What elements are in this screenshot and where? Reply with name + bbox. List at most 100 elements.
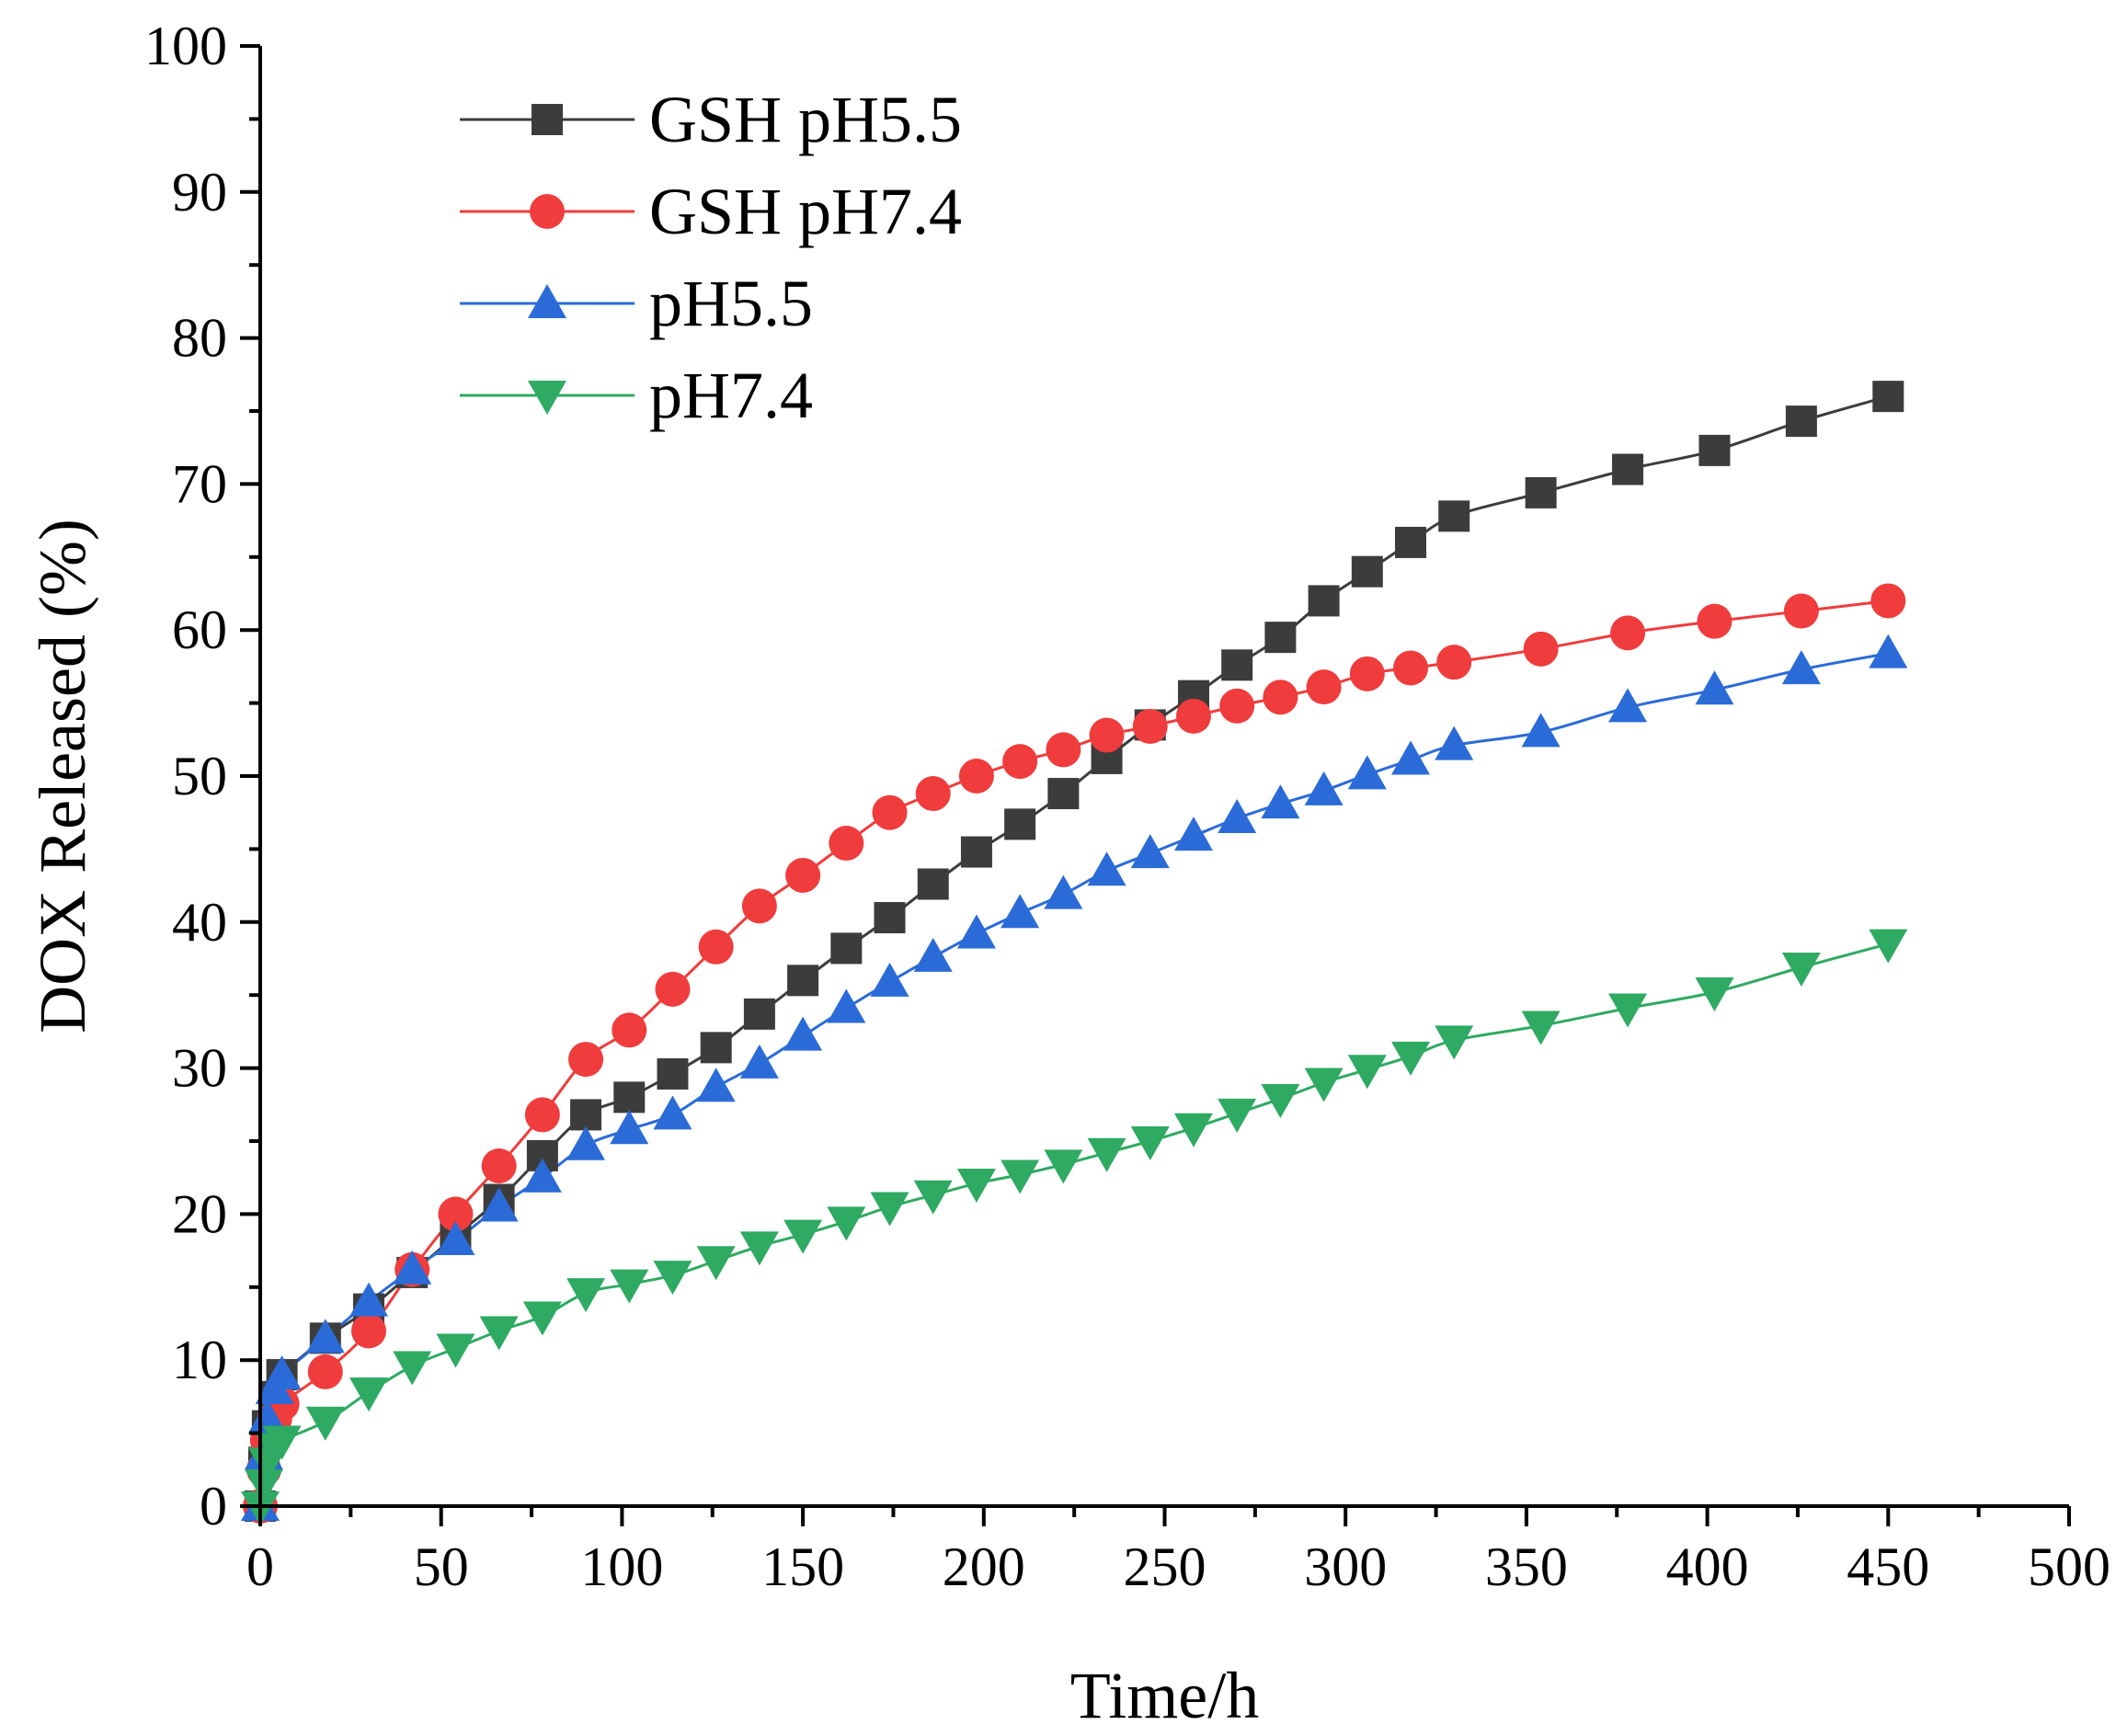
data-point-s3-23	[1087, 851, 1126, 886]
data-point-s2-35	[1783, 593, 1819, 629]
data-point-s4-7	[393, 1351, 432, 1386]
data-point-s1-15	[743, 998, 775, 1030]
data-point-s2-28	[1306, 669, 1342, 705]
data-point-s3-28	[1304, 771, 1344, 805]
data-point-s3-21	[1001, 894, 1040, 929]
data-point-s4-13	[653, 1261, 692, 1296]
y-tick-label: 10	[172, 1330, 227, 1390]
data-point-s3-16	[783, 1016, 823, 1051]
data-point-s4-4	[262, 1425, 302, 1460]
y-tick-label: 100	[144, 16, 227, 76]
x-tick-label: 250	[1124, 1536, 1206, 1597]
data-point-s1-26	[1221, 649, 1253, 681]
data-point-s4-8	[436, 1333, 475, 1368]
legend-item: GSH pH7.4	[460, 175, 962, 248]
data-point-s4-16	[783, 1219, 823, 1254]
data-point-s1-18	[874, 902, 906, 934]
data-point-s3-22	[1044, 874, 1083, 909]
data-point-s2-21	[1002, 744, 1038, 780]
data-point-s2-23	[1089, 717, 1125, 753]
data-point-s1-13	[657, 1057, 689, 1090]
data-point-s3-2	[247, 1399, 287, 1433]
data-point-s3-8	[436, 1220, 475, 1255]
data-point-s2-26	[1219, 688, 1255, 724]
data-point-s4-10	[522, 1301, 562, 1336]
data-point-s2-12	[612, 1012, 647, 1048]
x-tick-label: 300	[1304, 1536, 1387, 1597]
data-point-s2-25	[1175, 698, 1211, 734]
data-point-s1-34	[1698, 434, 1731, 466]
data-point-s2-20	[958, 759, 994, 794]
data-point-s3-33	[1608, 688, 1648, 723]
legend: GSH pH5.5 GSH pH7.4 pH5.5 pH7.4	[460, 83, 962, 432]
data-point-s2-14	[698, 929, 734, 965]
data-point-s4-31	[1435, 1025, 1474, 1060]
data-point-s2-11	[568, 1042, 604, 1078]
data-point-s2-10	[524, 1097, 560, 1133]
x-tick-label: 350	[1485, 1536, 1568, 1597]
data-point-s3-9	[479, 1187, 519, 1222]
data-point-s3-6	[349, 1282, 389, 1317]
data-point-s4-23	[1087, 1137, 1126, 1172]
data-point-s1-32	[1525, 476, 1557, 508]
data-point-s1-11	[570, 1099, 602, 1131]
data-point-s3-35	[1781, 650, 1821, 685]
legend-label: pH5.5	[649, 267, 813, 340]
y-tick-label: 40	[172, 892, 227, 953]
data-point-s2-9	[481, 1148, 517, 1183]
data-point-s4-19	[913, 1180, 953, 1215]
x-axis-title: Time/h	[1070, 1659, 1259, 1732]
data-point-s4-29	[1347, 1055, 1387, 1090]
legend-marker	[528, 381, 566, 415]
legend-item: pH7.4	[460, 359, 813, 432]
data-point-s1-29	[1351, 555, 1383, 588]
legend-marker	[532, 104, 563, 135]
x-tick-label: 450	[1847, 1536, 1929, 1597]
data-point-s4-25	[1173, 1113, 1213, 1148]
data-point-s1-21	[1004, 808, 1036, 840]
data-point-s3-31	[1435, 725, 1474, 760]
data-point-s4-20	[956, 1169, 996, 1204]
data-point-s1-14	[700, 1032, 732, 1064]
data-point-s2-36	[1870, 583, 1906, 619]
data-point-s4-5	[305, 1406, 345, 1441]
data-point-s4-35	[1781, 953, 1821, 988]
data-point-s3-4	[262, 1355, 302, 1390]
data-point-s4-32	[1521, 1011, 1561, 1045]
data-point-s1-17	[830, 932, 863, 965]
data-point-s3-29	[1347, 755, 1387, 790]
data-point-s4-18	[870, 1192, 909, 1227]
data-point-s3-14	[696, 1068, 736, 1102]
legend-label: GSH pH7.4	[649, 175, 962, 248]
y-tick-label: 70	[172, 453, 227, 514]
x-tick-label: 100	[580, 1536, 663, 1597]
data-point-s4-34	[1695, 977, 1734, 1012]
data-point-s2-18	[872, 794, 908, 830]
data-point-s3-7	[393, 1250, 432, 1285]
series-line-4	[258, 942, 1889, 1507]
data-point-s3-13	[653, 1095, 692, 1130]
legend-marker	[530, 194, 565, 229]
series-markers	[241, 381, 1908, 1525]
data-point-s2-19	[915, 776, 951, 812]
data-point-s3-19	[913, 937, 953, 972]
data-point-s4-14	[696, 1246, 736, 1281]
data-point-s2-6	[351, 1313, 387, 1349]
x-tick-label: 0	[246, 1536, 274, 1597]
x-tick-label: 50	[414, 1536, 469, 1597]
data-point-s3-36	[1869, 634, 1908, 668]
y-tick-label: 20	[172, 1183, 227, 1244]
y-tick-label: 30	[172, 1038, 227, 1099]
axes: 0 50 100 150 200 250 300 350 400 450 500 0 10 20 30 40 5…	[144, 16, 2110, 1597]
data-point-s3-34	[1695, 670, 1734, 705]
data-point-s4-28	[1304, 1068, 1344, 1102]
data-point-s4-33	[1608, 993, 1648, 1028]
data-point-s2-32	[1523, 631, 1559, 667]
data-point-s2-34	[1697, 603, 1732, 639]
data-point-s1-20	[960, 836, 992, 868]
data-point-s4-21	[1001, 1159, 1040, 1194]
data-point-s3-25	[1173, 817, 1213, 851]
data-point-s2-16	[785, 857, 821, 893]
data-point-s3-30	[1391, 740, 1431, 775]
data-point-s3-11	[566, 1125, 606, 1160]
